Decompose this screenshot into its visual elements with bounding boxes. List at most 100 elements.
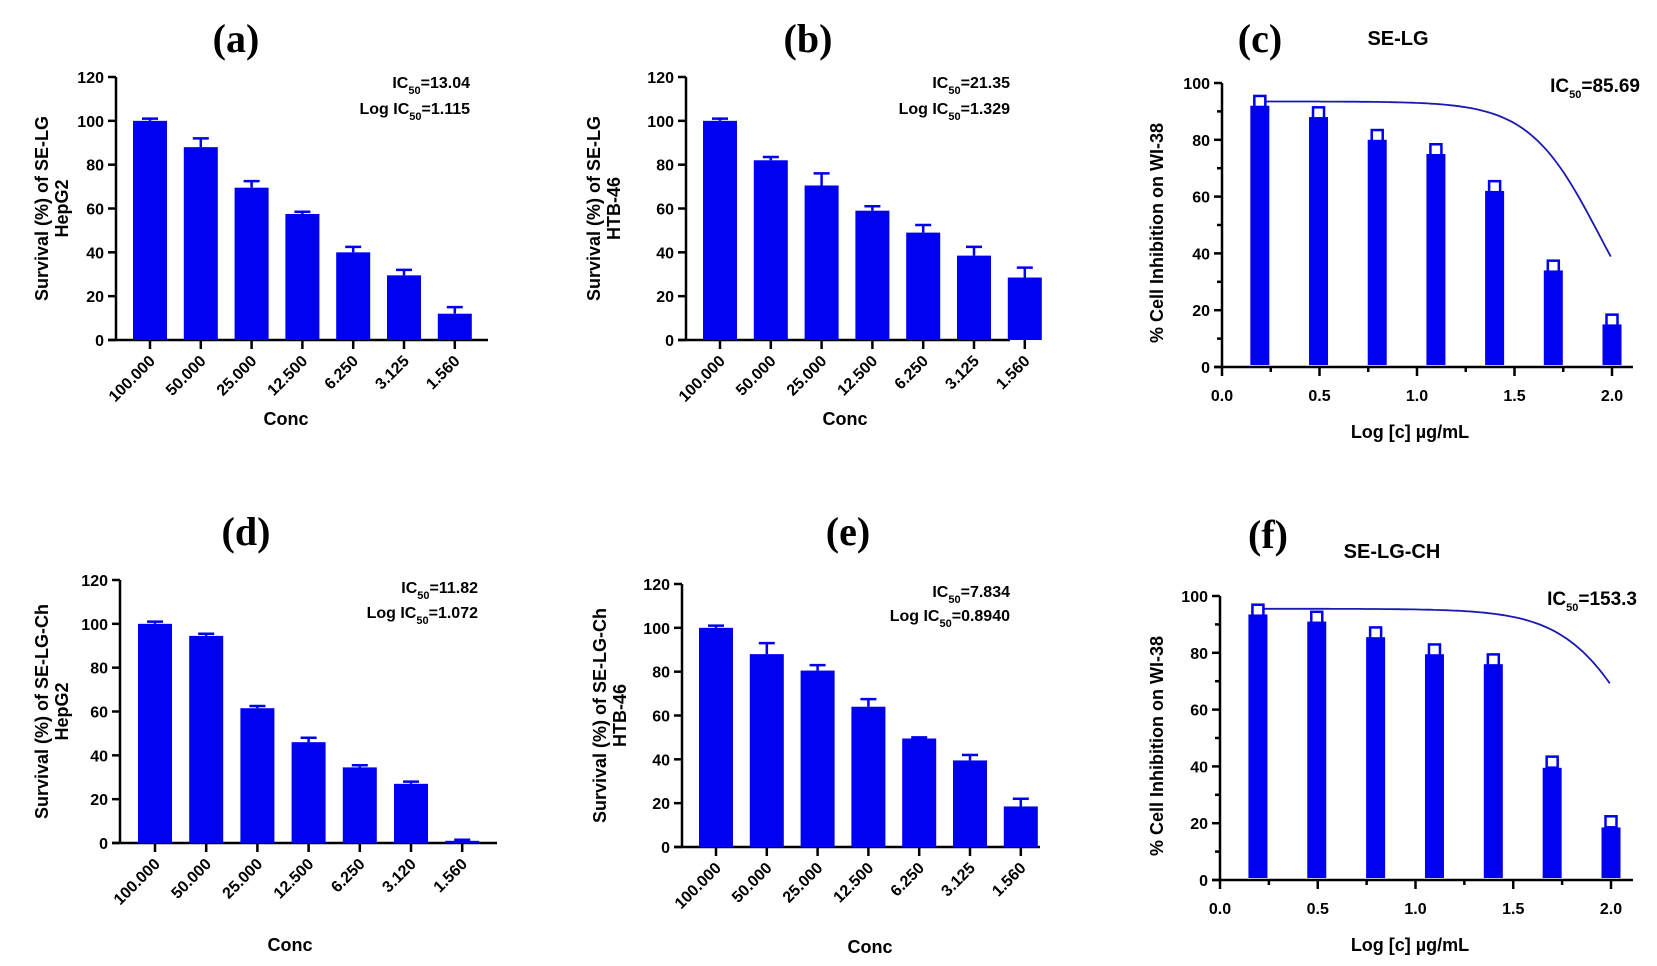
bar	[749, 654, 784, 847]
y-tick-label: 0	[661, 840, 670, 857]
y-tick-label: 120	[77, 70, 104, 87]
x-tick-label: 1.0	[1404, 901, 1426, 918]
x-tick-label: 3.125	[372, 353, 412, 393]
bar	[234, 187, 269, 340]
y-tick-label: 120	[643, 577, 670, 594]
chart-title: SE-LG-CH	[1344, 541, 1441, 563]
ic50-annotation: Log IC50=1.329	[899, 101, 1011, 123]
y-tick-label: 40	[86, 245, 104, 262]
panel-c: (c) SE-LG 0 20 40 60 80 100 % Cell Inhibition on…	[1147, 16, 1640, 442]
y-tick-label: 0	[95, 333, 104, 350]
bar	[1483, 664, 1503, 878]
y-axis-title: Survival (%) of SE-LG	[32, 116, 52, 301]
x-tick-label: 25.000	[780, 860, 827, 907]
x-tick-label: 12.500	[831, 860, 878, 907]
ic50-annotation: IC50=13.04	[392, 75, 470, 97]
bar	[1542, 767, 1562, 878]
x-tick-label: 50.000	[163, 353, 210, 400]
x-tick-label: 100.000	[676, 353, 729, 406]
x-tick-label: 100.000	[106, 353, 159, 406]
bar	[953, 760, 987, 847]
x-tick-label: 50.000	[733, 353, 780, 400]
bar	[1007, 277, 1042, 340]
x-tick-label: 2.0	[1600, 901, 1622, 918]
ic50-annotation: IC50=11.82	[401, 580, 478, 602]
bar	[699, 627, 733, 847]
bar	[906, 232, 941, 340]
data-marker	[1253, 94, 1267, 109]
x-tick-label: 6.250	[322, 353, 362, 393]
x-axis-title: Log [c] µg/mL	[1351, 422, 1469, 442]
bar	[1366, 637, 1386, 878]
x-tick-label: 0.0	[1211, 388, 1233, 405]
y-tick-label: 60	[656, 202, 674, 219]
bar	[394, 783, 428, 843]
x-axis-title: Conc	[268, 935, 313, 955]
y-tick-label: 60	[1192, 190, 1210, 207]
panel-label: (f)	[1248, 512, 1288, 557]
bar	[855, 210, 890, 340]
y-tick-label: 80	[1190, 646, 1208, 663]
bar	[804, 185, 839, 340]
chart-title: SE-LG	[1367, 28, 1428, 50]
x-tick-label: 50.000	[729, 860, 776, 907]
x-tick-label: 6.250	[328, 856, 368, 896]
bar	[800, 670, 835, 847]
y-tick-label: 120	[81, 573, 108, 590]
data-marker	[1545, 755, 1559, 769]
x-tick-label: 25.000	[214, 353, 261, 400]
panel-label: (b)	[784, 16, 833, 61]
x-tick-label: 100.000	[672, 860, 725, 913]
ic50-annotation: IC50=7.834	[932, 584, 1010, 606]
x-tick-label: 100.000	[111, 856, 164, 909]
x-tick-label: 25.000	[220, 856, 267, 903]
y-tick-label: 20	[90, 792, 108, 809]
x-tick-label: 3.125	[938, 860, 978, 900]
y-tick-label: 60	[1190, 703, 1208, 720]
bar	[1424, 654, 1444, 878]
bar	[189, 635, 224, 843]
x-tick-label: 1.5	[1503, 388, 1525, 405]
y-axis-title-line2: HTB-46	[604, 177, 624, 240]
y-tick-label: 100	[1183, 76, 1210, 93]
ic50-annotation: Log IC50=1.115	[359, 101, 470, 123]
x-axis-title: Log [c] µg/mL	[1351, 935, 1469, 955]
y-tick-label: 0	[1201, 360, 1210, 377]
fit-curve	[1257, 607, 1611, 684]
x-tick-label: 12.500	[835, 353, 882, 400]
panel-a: (a) 0 20 40 60 80 100 120 Survival (%) of SE-LG H…	[32, 16, 488, 429]
bar	[1367, 139, 1387, 365]
bar	[1601, 827, 1621, 878]
bar	[342, 767, 377, 843]
ic50-annotation: IC50=153.3	[1547, 589, 1637, 614]
x-axis-title: Conc	[823, 409, 868, 429]
x-tick-label: 0.5	[1307, 901, 1329, 918]
x-tick-label: 6.250	[892, 353, 932, 393]
y-tick-label: 20	[86, 289, 104, 306]
bar	[445, 840, 480, 843]
panel-label: (a)	[213, 16, 260, 61]
bar	[1250, 105, 1270, 365]
bar	[1485, 190, 1505, 365]
y-axis-title-line2: HepG2	[52, 179, 72, 237]
y-tick-label: 100	[643, 621, 670, 638]
y-tick-label: 80	[656, 158, 674, 175]
y-tick-label: 40	[1192, 246, 1210, 263]
y-tick-label: 60	[652, 709, 670, 726]
y-tick-label: 100	[647, 114, 674, 131]
y-tick-label: 40	[656, 245, 674, 262]
y-tick-label: 0	[665, 333, 674, 350]
y-tick-label: 20	[1192, 303, 1210, 320]
y-tick-label: 20	[656, 289, 674, 306]
y-axis-title-line2: HepG2	[52, 682, 72, 740]
data-marker	[1251, 603, 1265, 617]
bar	[851, 706, 886, 847]
data-marker	[1604, 815, 1618, 829]
x-tick-label: 12.500	[265, 353, 312, 400]
data-marker	[1311, 106, 1326, 120]
x-tick-label: 0.0	[1209, 901, 1231, 918]
y-axis-title: Survival (%) of SE-LG-Ch	[590, 608, 610, 823]
bar	[437, 313, 472, 340]
x-tick-label: 1.560	[993, 353, 1033, 393]
